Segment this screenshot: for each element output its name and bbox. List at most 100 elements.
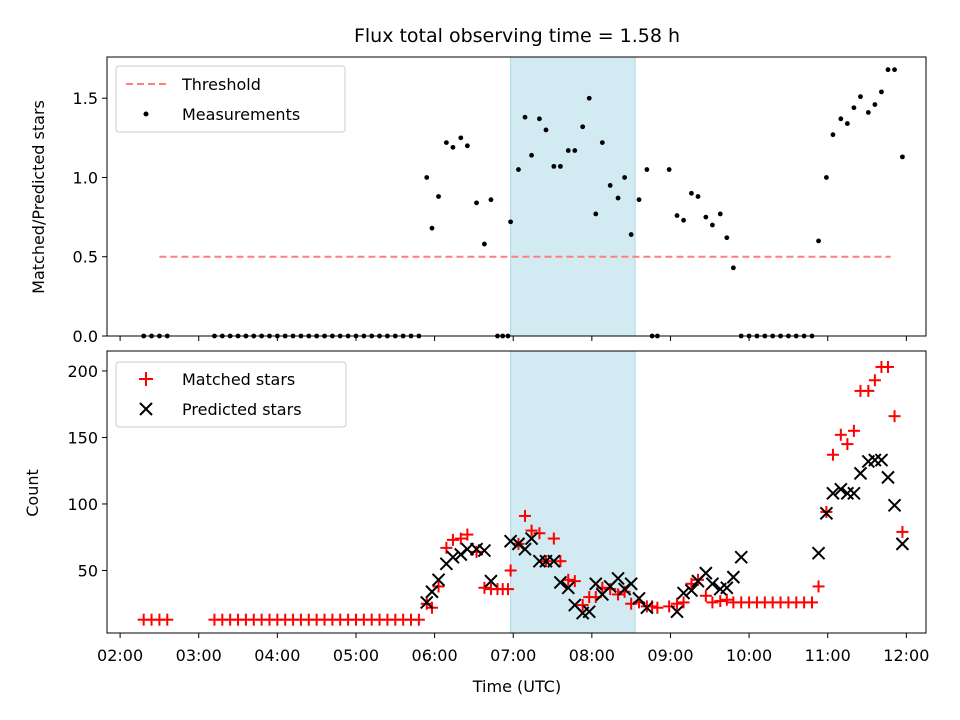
predicted-stars-legend-swatch	[139, 402, 153, 416]
measurement-point	[703, 214, 709, 220]
predicted-star-point	[826, 486, 840, 501]
matched-star-point	[454, 532, 467, 545]
predicted-star-point	[834, 482, 848, 497]
measurement-point	[607, 183, 613, 188]
matched-star-point	[896, 525, 909, 538]
predicted-star-point	[524, 531, 539, 546]
measurements-legend-label: Measurements	[182, 105, 300, 124]
matched-star-point	[501, 583, 514, 596]
matched-star-point	[651, 601, 664, 614]
predicted-star-point	[887, 498, 902, 513]
top-shaded-span	[510, 56, 636, 337]
predicted-star-point	[632, 591, 646, 606]
measurement-point	[488, 197, 494, 203]
top-ytick-label: 1.0	[73, 168, 98, 187]
measurement-point	[824, 175, 829, 180]
measurement-point	[717, 211, 723, 217]
matched-star-point	[446, 533, 459, 546]
measurement-point	[557, 163, 563, 169]
measurement-point	[666, 167, 672, 172]
matched-star-point	[461, 528, 474, 541]
matched-star-point	[706, 596, 719, 609]
matched-star-point	[412, 613, 425, 626]
matched-star-point	[478, 581, 491, 594]
matched-star-point	[554, 555, 567, 568]
predicted-stars-legend-label: Predicted stars	[182, 400, 302, 419]
predicted-star-point	[624, 577, 638, 591]
top-panel: Flux total observing time = 1.58 h 0.0 0.…	[29, 25, 927, 346]
measurement-point	[636, 197, 642, 203]
matched-star-point	[625, 597, 638, 610]
predicted-star-point	[895, 537, 910, 551]
bottom-ytick-label: 50	[78, 561, 98, 580]
top-ytick-label: 1.5	[73, 89, 98, 108]
measurement-point	[724, 235, 730, 241]
measurement-point	[551, 163, 557, 169]
matched-stars-legend-swatch	[139, 372, 153, 386]
measurement-point	[458, 135, 464, 141]
predicted-star-point	[720, 581, 734, 595]
measurement-point	[644, 167, 650, 172]
matched-star-point	[881, 360, 894, 373]
predicted-star-point	[582, 605, 596, 619]
predicted-star-point	[420, 595, 434, 610]
matched-star-point	[826, 448, 839, 461]
bottom-legend-box	[115, 361, 347, 428]
predicted-star-point	[811, 546, 826, 560]
measurement-point	[543, 127, 549, 133]
matched-star-point	[714, 595, 727, 608]
top-y-axis-label: Matched/Predicted stars	[29, 100, 48, 294]
predicted-star-point	[431, 573, 446, 587]
measurement-point	[710, 222, 715, 228]
xtick-label: 08:00	[569, 646, 615, 665]
measurement-point	[858, 94, 863, 100]
matched-star-point	[805, 596, 818, 609]
measurement-point	[450, 144, 456, 150]
bottom-shaded-span	[510, 350, 636, 634]
measurements-legend-swatch	[143, 111, 149, 117]
matched-star-point	[868, 374, 881, 387]
matched-star-point	[547, 532, 560, 545]
bottom-ytick-label: 100	[67, 495, 98, 514]
predicted-star-point	[868, 453, 882, 467]
measurement-point	[844, 121, 850, 126]
xtick-label: 02:00	[97, 646, 143, 665]
matched-stars-legend-label: Matched stars	[182, 370, 295, 389]
bottom-ytick-label: 150	[67, 428, 98, 447]
predicted-star-point	[561, 581, 575, 595]
measurement-point	[599, 140, 605, 146]
predicted-star-point	[847, 486, 861, 501]
bottom-plot-frame	[106, 350, 927, 634]
xtick-label: 06:00	[412, 646, 458, 665]
predicted-star-point	[853, 466, 868, 481]
measurement-point	[443, 140, 449, 146]
measurement-point	[900, 154, 905, 160]
predicted-star-point	[699, 566, 713, 580]
measurement-point	[429, 225, 435, 231]
measurement-point	[474, 200, 479, 206]
xtick-label: 04:00	[254, 646, 300, 665]
predicted-star-point	[874, 453, 889, 467]
matched-star-point	[720, 593, 733, 606]
matched-star-point	[663, 600, 676, 613]
measurement-point	[537, 116, 542, 122]
xtick-label: 09:00	[647, 646, 693, 665]
x-axis-label: Time (UTC)	[472, 677, 561, 696]
predicted-star-point	[676, 586, 691, 600]
bottom-ytick-label: 200	[67, 362, 98, 381]
measurement-point	[816, 238, 821, 244]
measurement-point	[622, 175, 628, 180]
predicted-star-point	[670, 605, 684, 619]
xtick-label: 07:00	[490, 646, 536, 665]
matched-star-point	[699, 589, 712, 602]
xtick-label: 05:00	[333, 646, 379, 665]
top-legend: Threshold Measurements	[115, 65, 346, 133]
matched-star-point	[847, 424, 860, 437]
measurement-point	[695, 194, 701, 199]
matched-star-point	[888, 410, 901, 423]
matched-star-point	[834, 428, 847, 441]
measurement-point	[689, 190, 694, 196]
predicted-star-point	[684, 583, 699, 598]
matched-star-point	[568, 575, 581, 588]
predicted-star-point	[484, 574, 498, 588]
